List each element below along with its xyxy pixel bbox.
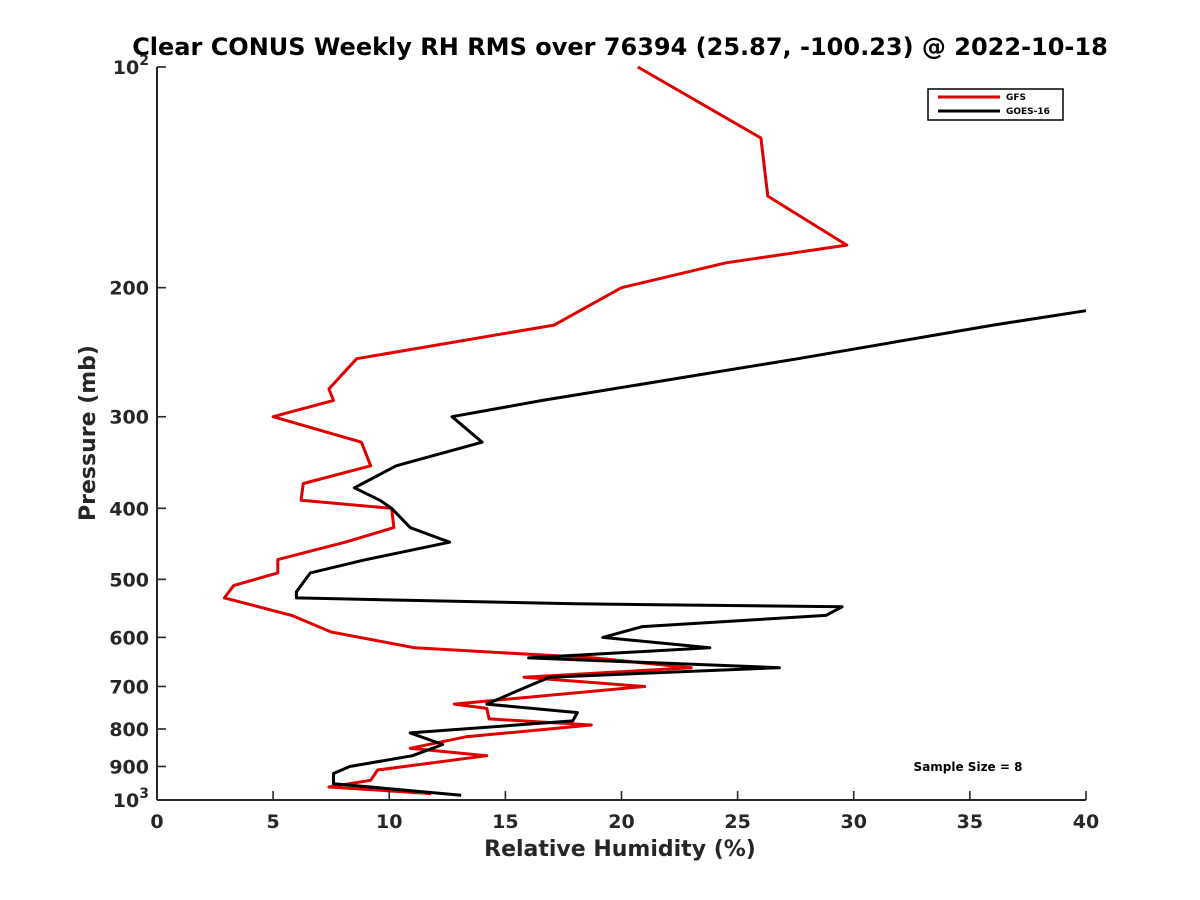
- chart-title: Clear CONUS Weekly RH RMS over 76394 (25…: [132, 33, 1108, 61]
- x-tick-label: 25: [724, 811, 750, 833]
- y-tick-label: 600: [109, 627, 149, 649]
- series-line-goes16: [294, 309, 1087, 797]
- series-line-gfs: [222, 65, 849, 796]
- legend-box: [927, 88, 1064, 121]
- x-axis-label: Relative Humidity (%): [484, 837, 756, 862]
- legend-label-gfs: GFS: [1006, 93, 1026, 103]
- y-tick-label: 300: [109, 407, 149, 429]
- y-tick-label: 700: [109, 676, 149, 698]
- y-tick-label: 102: [113, 53, 149, 79]
- ticks-layer: 0 5 10 15 20 25 30 35 40 102 200 300 400 500 600 700 800…: [109, 53, 1099, 833]
- series-layer: [222, 65, 1087, 797]
- legend: GFS GOES-16: [927, 88, 1064, 121]
- y-tick-label: 500: [109, 569, 149, 591]
- x-tick-label: 30: [841, 811, 867, 833]
- x-tick-label: 5: [267, 811, 280, 833]
- y-tick-label: 400: [109, 498, 149, 520]
- x-tick-label: 15: [492, 811, 518, 833]
- x-tick-label: 40: [1073, 811, 1099, 833]
- y-tick-label: 200: [109, 278, 149, 300]
- x-tick-label: 0: [150, 811, 163, 833]
- y-tick-label: 800: [109, 719, 149, 741]
- sample-size-annotation: Sample Size = 8: [914, 760, 1023, 774]
- x-tick-label: 10: [376, 811, 402, 833]
- y-axis-label: Pressure (mb): [76, 345, 101, 521]
- y-tick-label: 900: [109, 756, 149, 778]
- x-tick-label: 20: [608, 811, 634, 833]
- legend-label-goes16: GOES-16: [1006, 107, 1050, 117]
- x-tick-label: 35: [957, 811, 983, 833]
- y-tick-label: 103: [113, 786, 149, 812]
